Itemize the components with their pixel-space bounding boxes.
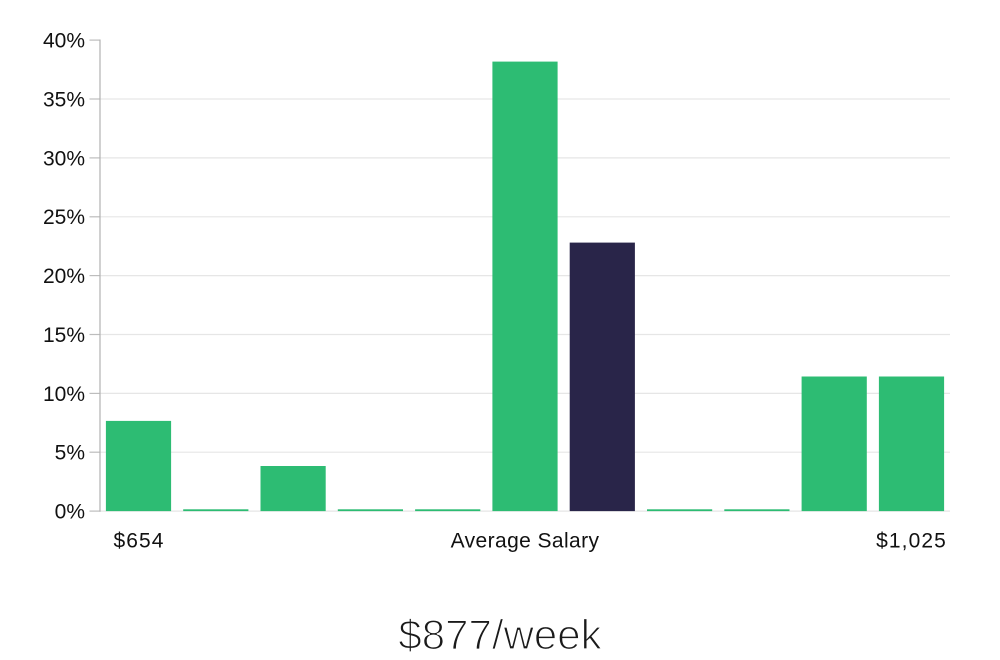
svg-text:0%: 0% <box>55 501 85 524</box>
svg-text:$1,025: $1,025 <box>876 529 947 552</box>
svg-text:10%: 10% <box>43 383 85 406</box>
svg-text:40%: 40% <box>43 30 85 53</box>
svg-text:30%: 30% <box>43 147 85 170</box>
svg-text:25%: 25% <box>43 206 85 229</box>
svg-text:5%: 5% <box>55 442 85 465</box>
svg-text:Average Salary: Average Salary <box>451 529 600 552</box>
svg-text:20%: 20% <box>43 265 85 288</box>
svg-text:15%: 15% <box>43 324 85 347</box>
svg-text:$877/week: $877/week <box>398 611 602 658</box>
svg-text:$654: $654 <box>113 529 164 552</box>
svg-text:35%: 35% <box>43 88 85 111</box>
